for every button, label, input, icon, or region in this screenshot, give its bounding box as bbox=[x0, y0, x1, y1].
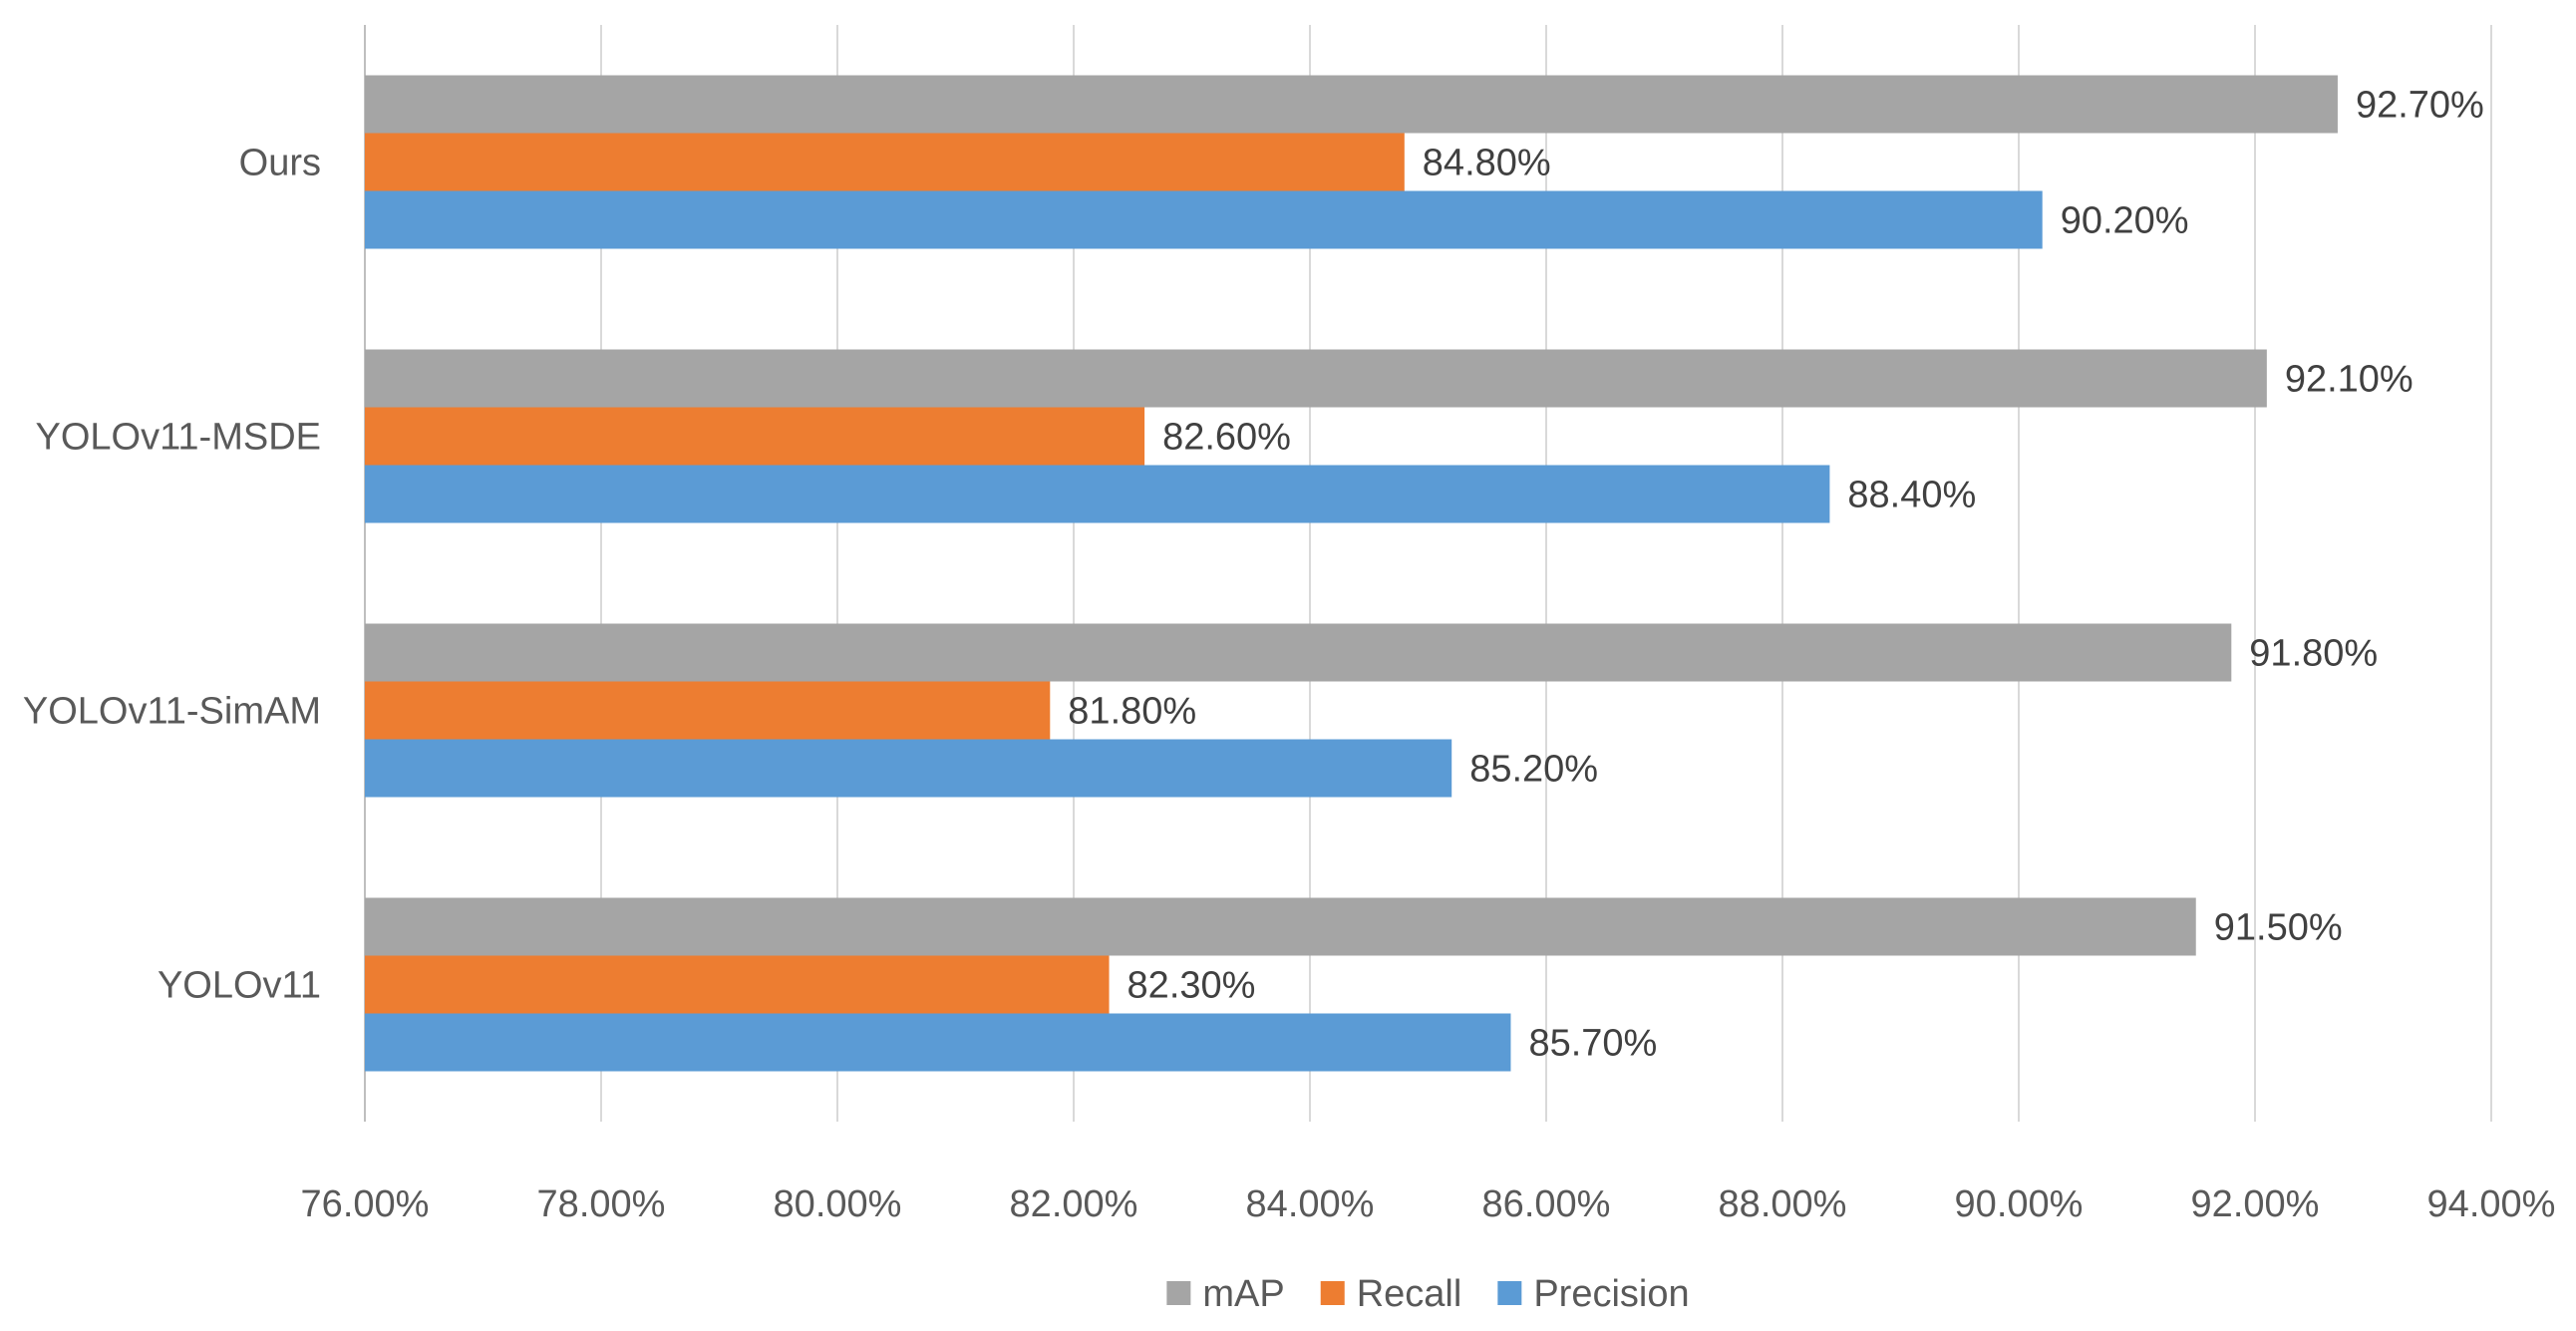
data-label: 91.50% bbox=[2214, 907, 2343, 949]
bar-precision bbox=[365, 465, 1830, 523]
legend-label-recall: Recall bbox=[1357, 1273, 1462, 1315]
x-tick-label: 80.00% bbox=[774, 1183, 902, 1225]
category-label: YOLOv11-MSDE bbox=[36, 417, 321, 459]
x-tick-label: 78.00% bbox=[537, 1183, 666, 1225]
bar-map bbox=[365, 897, 2196, 956]
x-tick-label: 82.00% bbox=[1010, 1183, 1138, 1225]
x-tick-label: 88.00% bbox=[1719, 1183, 1847, 1225]
x-tick-label: 76.00% bbox=[301, 1183, 430, 1225]
data-label: 85.70% bbox=[1528, 1023, 1657, 1065]
category-label: Ours bbox=[239, 143, 321, 184]
legend: mAP Recall Precision bbox=[1166, 1273, 1690, 1315]
legend-label-map: mAP bbox=[1202, 1273, 1284, 1315]
bar-recall bbox=[365, 133, 1405, 191]
data-label: 90.20% bbox=[2061, 200, 2189, 242]
data-label: 81.80% bbox=[1068, 691, 1196, 733]
bar-recall bbox=[365, 681, 1051, 740]
bar-recall bbox=[365, 407, 1145, 466]
data-label: 82.60% bbox=[1162, 417, 1291, 459]
x-tick-label: 92.00% bbox=[2191, 1183, 2320, 1225]
data-label: 92.10% bbox=[2285, 359, 2414, 401]
data-labels: 92.70% 84.80% 90.20% 92.10% 82.60% 88.40% 91.8… bbox=[1068, 85, 2484, 1065]
data-label: 82.30% bbox=[1127, 965, 1256, 1007]
legend-swatch-precision bbox=[1497, 1281, 1522, 1305]
data-label: 85.20% bbox=[1469, 749, 1598, 791]
bar-map bbox=[365, 623, 2232, 682]
legend-swatch-map bbox=[1166, 1281, 1191, 1305]
bar-map bbox=[365, 349, 2267, 408]
bar-recall bbox=[365, 955, 1110, 1014]
x-tick-label: 86.00% bbox=[1482, 1183, 1611, 1225]
data-label: 84.80% bbox=[1423, 143, 1551, 184]
category-label: YOLOv11-SimAM bbox=[23, 691, 321, 733]
data-label: 92.70% bbox=[2356, 85, 2484, 127]
legend-swatch-recall bbox=[1320, 1281, 1345, 1305]
x-tick-label: 84.00% bbox=[1246, 1183, 1375, 1225]
legend-label-precision: Precision bbox=[1533, 1273, 1689, 1315]
bar-precision bbox=[365, 190, 2043, 249]
category-labels: Ours YOLOv11-MSDE YOLOv11-SimAM YOLOv11 bbox=[23, 143, 321, 1007]
x-tick-label: 90.00% bbox=[1955, 1183, 2084, 1225]
bar-precision bbox=[365, 1013, 1511, 1072]
data-label: 91.80% bbox=[2249, 633, 2378, 675]
bar-precision bbox=[365, 739, 1452, 798]
data-label: 88.40% bbox=[1847, 475, 1976, 516]
x-tick-label: 94.00% bbox=[2427, 1183, 2556, 1225]
bars bbox=[365, 75, 2338, 1072]
bar-map bbox=[365, 75, 2338, 134]
category-label: YOLOv11 bbox=[158, 965, 321, 1007]
x-tick-labels: 76.00% 78.00% 80.00% 82.00% 84.00% 86.00% 88.0… bbox=[301, 1183, 2556, 1225]
